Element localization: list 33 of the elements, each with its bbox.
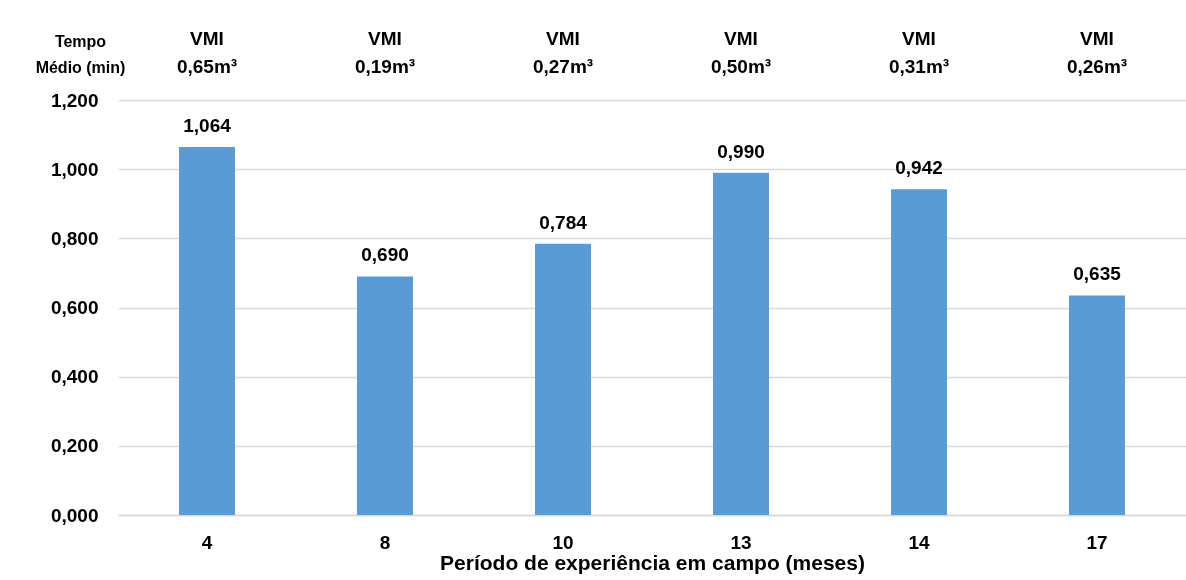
x-axis-title: Período de experiência em campo (meses) xyxy=(440,550,865,574)
text: VMI 0,31m³ xyxy=(888,28,950,77)
bar xyxy=(891,189,947,515)
bar xyxy=(535,243,591,515)
text: VMI 0,26m³ xyxy=(1066,28,1128,77)
x-tick-label: 13 xyxy=(730,531,752,553)
data-label: 0,635 xyxy=(1073,263,1122,285)
y-tick-label: 1,000 xyxy=(50,158,99,180)
data-label: 0,690 xyxy=(361,244,409,266)
text: VMI 0,65m³ xyxy=(176,28,238,77)
bar xyxy=(713,172,769,515)
bar xyxy=(357,276,413,515)
x-tick-label: 4 xyxy=(201,531,213,553)
data-label: 0,942 xyxy=(895,157,943,179)
bar xyxy=(179,147,235,515)
text: VMI 0,27m³ xyxy=(532,28,594,77)
bar xyxy=(1069,295,1125,515)
y-tick-label: 0,400 xyxy=(50,366,99,388)
y-axis-title: Tempo Médio (min) xyxy=(35,32,126,76)
y-tick-label: 1,200 xyxy=(50,89,99,111)
data-label: 1,064 xyxy=(183,115,232,137)
y-tick-label: 0,200 xyxy=(50,435,99,457)
text: VMI 0,50m³ xyxy=(710,28,772,77)
y-tick-label: 0,000 xyxy=(50,504,99,526)
data-label: 0,990 xyxy=(717,140,765,162)
x-tick-label: 8 xyxy=(379,531,391,553)
text: VMI 0,19m³ xyxy=(354,28,416,77)
y-tick-label: 0,600 xyxy=(50,297,99,318)
data-label: 0,784 xyxy=(539,211,588,233)
x-tick-label: 14 xyxy=(908,531,930,553)
x-tick-label: 10 xyxy=(552,531,574,553)
x-tick-label: 17 xyxy=(1086,531,1108,553)
y-tick-label: 0,800 xyxy=(50,227,99,249)
